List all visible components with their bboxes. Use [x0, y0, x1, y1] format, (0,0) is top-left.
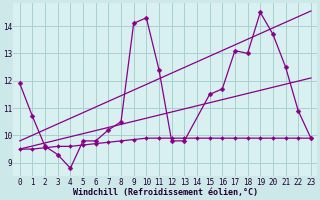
- X-axis label: Windchill (Refroidissement éolien,°C): Windchill (Refroidissement éolien,°C): [73, 188, 258, 197]
